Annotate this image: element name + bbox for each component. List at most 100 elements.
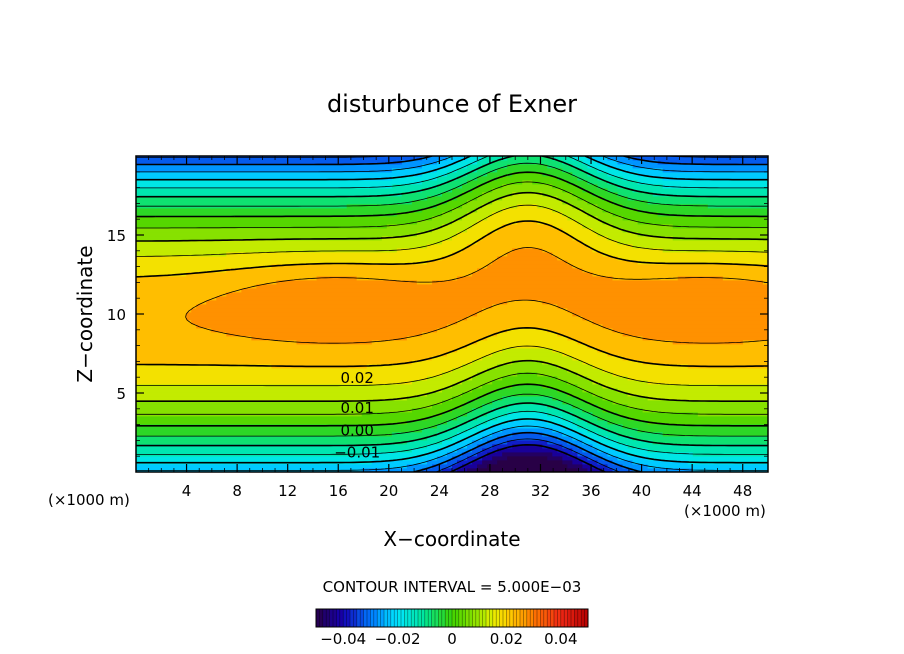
contour-cell — [492, 399, 563, 405]
contour-cell — [487, 215, 568, 221]
contour-cell — [136, 415, 428, 421]
contour-cell — [436, 327, 508, 333]
contour-cell — [136, 211, 398, 217]
contour-cell — [612, 199, 649, 205]
contour-cell — [607, 419, 649, 425]
contour-cell — [512, 431, 543, 437]
contour-cell — [542, 383, 578, 389]
contour-cell — [597, 403, 629, 409]
contour-cell — [136, 283, 257, 289]
contour-cell — [136, 187, 423, 193]
contour-cell — [467, 227, 498, 233]
contour-cell — [452, 367, 488, 373]
contour-cell — [391, 167, 438, 173]
contour-cell — [552, 251, 604, 257]
contour-cell — [276, 279, 418, 285]
contour-cell — [532, 179, 568, 185]
contour-cell — [602, 407, 644, 413]
contour-cell — [477, 175, 498, 181]
contour-cell — [617, 183, 664, 189]
contour-cell — [136, 199, 413, 205]
contour-cell — [547, 403, 573, 409]
y-axis: 5 10 15 — [107, 171, 768, 457]
contour-cell — [482, 455, 493, 461]
contour-cell — [607, 163, 634, 169]
contour-cell — [136, 303, 197, 309]
contour-cell — [662, 247, 768, 253]
contour-cell — [467, 427, 483, 433]
contour-cell — [441, 399, 468, 405]
contour-cell — [562, 415, 578, 421]
x-tick-label: 12 — [278, 482, 297, 500]
contour-cell — [467, 435, 483, 441]
contour-cell — [411, 199, 448, 205]
contour-cell — [136, 279, 278, 285]
contour-cell — [421, 187, 453, 193]
contour-cell — [587, 243, 634, 249]
contour-cell — [582, 463, 594, 469]
contour-cell — [572, 411, 594, 417]
contour-cell — [487, 231, 568, 237]
contour-cell — [441, 191, 463, 197]
contour-cell — [507, 411, 548, 417]
contour-cell — [502, 207, 553, 213]
contour-cell — [482, 156, 508, 161]
contour-cell — [597, 231, 639, 237]
contour-cell — [136, 327, 212, 333]
contour-cell — [617, 439, 654, 445]
colorbar — [315, 608, 589, 628]
contour-cell — [587, 211, 614, 217]
contour-cell — [441, 411, 468, 417]
contour-cell — [366, 363, 463, 369]
contour-cell — [567, 439, 584, 445]
contour-cell — [472, 223, 503, 229]
contour-cell — [622, 167, 664, 173]
contour-cell — [547, 419, 573, 425]
contour-cell — [567, 179, 589, 185]
contour-cell — [627, 391, 768, 397]
contour-cell — [136, 407, 413, 413]
contour-cell — [542, 431, 563, 437]
contour-cell — [552, 347, 599, 353]
contour-cell — [136, 403, 433, 409]
contour-cell — [572, 447, 584, 453]
contour-cell — [582, 223, 614, 229]
contour-cell — [647, 447, 768, 453]
contour-cell — [577, 455, 589, 461]
contour-cell — [477, 207, 503, 213]
contour-cell — [632, 467, 694, 472]
contour-cell — [467, 211, 493, 217]
contour-cell — [426, 375, 473, 381]
contour-label: 0.02 — [340, 369, 373, 387]
contour-cell — [542, 299, 768, 305]
contour-cell — [597, 183, 619, 189]
contour-line — [136, 156, 768, 464]
contour-cell — [487, 419, 508, 425]
contour-cell — [632, 156, 768, 161]
contour-cell — [577, 423, 599, 429]
contour-cell — [462, 203, 483, 209]
contour-cell — [136, 243, 428, 249]
contour-cell — [587, 427, 609, 433]
contour-cell — [441, 223, 473, 229]
contour-cell — [136, 231, 418, 237]
contour-cell — [457, 167, 478, 173]
contour-cell — [436, 203, 463, 209]
contour-cell — [577, 183, 599, 189]
contour-cell — [617, 239, 768, 245]
contour-cell — [627, 403, 768, 409]
contour-cell — [136, 347, 458, 353]
contour-cell — [487, 439, 508, 445]
contour-cell — [622, 227, 768, 233]
contour-cell — [467, 419, 488, 425]
contour-cell — [441, 467, 458, 472]
contour-cell — [457, 231, 488, 237]
contour-cell — [296, 339, 373, 345]
contour-cell — [136, 223, 388, 229]
contour-cell — [446, 451, 463, 457]
contour-cell — [401, 159, 438, 165]
contour-cell — [572, 203, 599, 209]
contour-cell — [136, 227, 433, 233]
contour-cell — [507, 156, 553, 161]
contour-cell — [652, 439, 768, 445]
